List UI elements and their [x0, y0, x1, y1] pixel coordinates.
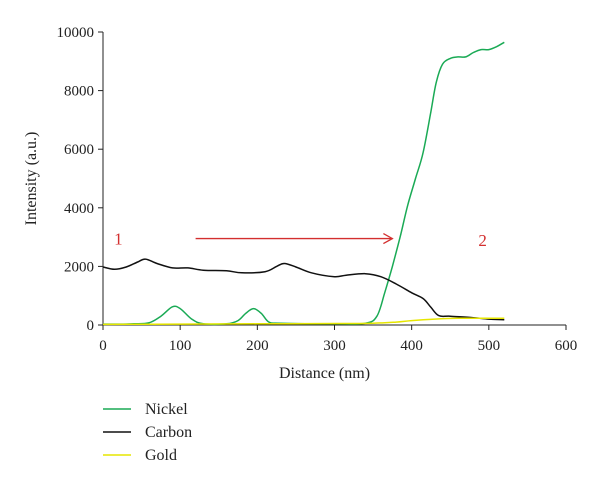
x-tick-label: 500: [478, 338, 501, 354]
y-tick-label: 4000: [64, 201, 94, 217]
plot-area: 0 100 200 300 400 500 600020004000600080001000…: [23, 25, 577, 382]
y-tick-label: 8000: [64, 84, 94, 100]
legend-label-nickel: Nickel: [145, 401, 188, 418]
legend-label-gold: Gold: [145, 447, 177, 464]
x-tick-label: 400: [400, 338, 423, 354]
region-label-1: 1: [114, 230, 123, 249]
x-tick-label: 300: [323, 338, 346, 354]
x-axis-title: Distance (nm): [279, 365, 370, 382]
y-tick-label: 2000: [64, 259, 94, 275]
x-tick-label: 0: [99, 338, 107, 354]
y-axis-title: Intensity (a.u.): [23, 132, 40, 226]
y-tick-label: 10000: [57, 25, 95, 41]
series-line-carbon: [102, 258, 505, 321]
y-tick-label: 0: [87, 318, 95, 334]
legend-label-carbon: Carbon: [145, 424, 192, 441]
legend: Nickel Carbon Gold: [103, 401, 192, 464]
y-tick-label: 6000: [64, 142, 94, 158]
x-tick-label: 200: [246, 338, 269, 354]
x-tick-label: 100: [169, 338, 192, 354]
region-label-2: 2: [478, 231, 487, 250]
x-tick-label: 600: [555, 338, 578, 354]
series-line-gold: [102, 317, 505, 326]
series-line-nickel: [102, 41, 505, 326]
arrow-head: [383, 232, 394, 245]
